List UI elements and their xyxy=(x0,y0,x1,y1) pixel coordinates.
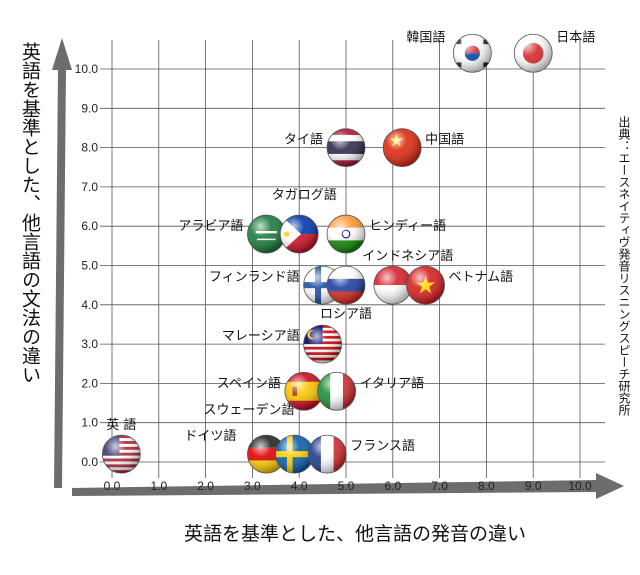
flag-marker-fr xyxy=(307,434,347,474)
x-tick-label: 7.0 xyxy=(431,479,448,493)
x-tick-label: 0.0 xyxy=(104,479,121,493)
flag-marker-th xyxy=(326,128,366,168)
y-tick-label: 1.0 xyxy=(81,416,98,430)
point-label: フランス語 xyxy=(350,438,415,454)
axes xyxy=(52,38,624,499)
point-label: ヒンディー語 xyxy=(369,218,446,234)
point-label: タガログ語 xyxy=(272,187,337,203)
flag-marker-cn: ★ xyxy=(382,128,422,168)
point-label: 韓国語 xyxy=(406,29,445,45)
point-label: マレーシア語 xyxy=(222,328,300,344)
y-tick-label: 10.0 xyxy=(75,62,99,76)
flag-marker-se xyxy=(275,434,314,474)
y-tick-label: 2.0 xyxy=(81,376,98,390)
flag-marker-jp xyxy=(513,33,553,73)
point-label: タイ語 xyxy=(284,132,323,148)
point-label: アラビア語 xyxy=(178,218,243,234)
source-note: 出典：エースネイティヴ発音リスニングスピーチ研究所 xyxy=(617,116,631,416)
tick-labels: 0.0 1.0 2.0 3.0 4.0 5.0 6.0 7.0 8.0 9.0 10.0 0.0 1.0… xyxy=(75,62,592,493)
flag-marker-in xyxy=(326,214,366,254)
point-label: ドイツ語 xyxy=(184,428,236,444)
y-tick-label: 8.0 xyxy=(81,141,98,155)
flag-marker-it xyxy=(317,371,357,411)
point-label: イタリア語 xyxy=(360,375,424,391)
x-tick-label: 5.0 xyxy=(338,479,355,493)
point-label: 中国語 xyxy=(425,132,464,148)
x-tick-label: 6.0 xyxy=(384,479,401,493)
x-tick-label: 8.0 xyxy=(478,479,495,493)
x-tick-label: 9.0 xyxy=(525,479,542,493)
y-axis-title: 英語を基準とした、他言語の文法の違い xyxy=(19,42,41,384)
x-tick-label: 2.0 xyxy=(197,479,214,493)
x-tick-label: 4.0 xyxy=(291,479,308,493)
flag-marker-sa xyxy=(247,214,286,254)
point-label: 日本語 xyxy=(556,29,595,45)
x-tick-label: 1.0 xyxy=(150,479,167,493)
flag-marker-es xyxy=(284,371,324,411)
flag-marker-kr xyxy=(452,33,492,73)
y-tick-label: 9.0 xyxy=(81,101,98,115)
y-axis-arrow xyxy=(52,38,72,488)
y-tick-label: 7.0 xyxy=(81,180,98,194)
x-tick-label: 10.0 xyxy=(568,479,592,493)
y-tick-label: 0.0 xyxy=(81,455,98,469)
point-label: スペイン語 xyxy=(217,375,281,391)
x-axis-title: 英語を基準とした、他言語の発音の違い xyxy=(184,523,526,545)
point-label: ベトナム語 xyxy=(449,269,514,285)
y-tick-label: 3.0 xyxy=(81,337,98,351)
flag-marker-my xyxy=(303,324,343,364)
flag-marker-vn: ★ xyxy=(406,265,445,305)
flag-marker-ru xyxy=(326,265,366,305)
x-tick-label: 3.0 xyxy=(244,479,261,493)
y-tick-label: 6.0 xyxy=(81,219,98,233)
point-label: ロシア語 xyxy=(320,306,372,322)
y-tick-label: 4.0 xyxy=(81,298,98,312)
flag-marker-ph xyxy=(279,214,319,254)
point-label: 英 語 xyxy=(106,417,136,433)
grid xyxy=(100,40,605,478)
flag-marker-id xyxy=(373,265,413,305)
point-label: スウェーデン語 xyxy=(204,402,295,418)
point-label: フィンランド語 xyxy=(209,269,300,285)
y-tick-label: 5.0 xyxy=(81,259,98,273)
point-label: インドネシア語 xyxy=(362,248,453,264)
x-axis-arrow xyxy=(72,473,624,499)
flag-marker-us xyxy=(101,434,141,474)
flag-marker-de xyxy=(247,434,286,474)
